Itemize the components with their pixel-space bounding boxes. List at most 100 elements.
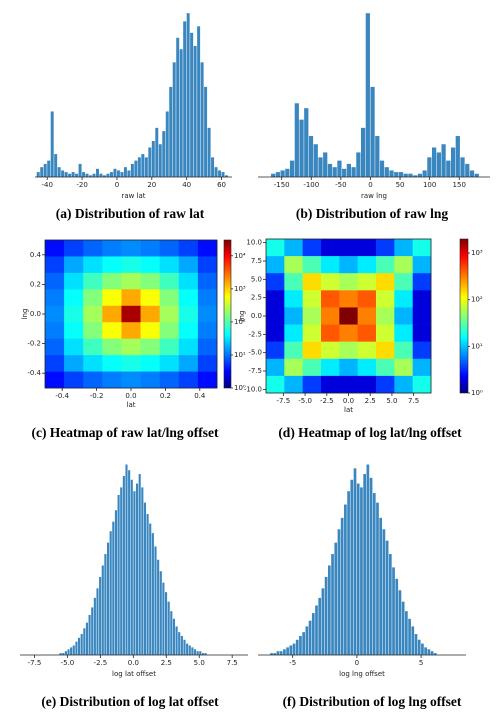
bar: [385, 540, 389, 655]
bar: [392, 567, 395, 655]
bar: [82, 172, 86, 177]
bar: [67, 649, 70, 655]
bar: [204, 653, 207, 655]
bar: [308, 620, 312, 655]
bar: [280, 170, 285, 177]
heat-cell: [64, 322, 84, 339]
bar: [59, 653, 62, 655]
heat-cell: [284, 307, 303, 325]
bar: [99, 576, 102, 655]
heat-cell: [102, 355, 122, 372]
y-tick-label: -2.5: [248, 330, 262, 338]
bar: [465, 163, 470, 177]
heat-cell: [394, 375, 413, 394]
y-tick-label: 0.0: [251, 312, 262, 320]
bar: [179, 49, 183, 177]
bar: [327, 163, 333, 177]
x-tick-label: 0.2: [160, 392, 171, 400]
bar: [186, 643, 189, 655]
bar: [165, 111, 169, 177]
bar: [286, 647, 289, 655]
bar: [474, 173, 479, 177]
heat-cell: [178, 240, 199, 257]
heat-cell: [140, 338, 160, 356]
heat-cell: [121, 322, 141, 339]
heat-cell: [83, 322, 103, 339]
heat-cell: [140, 322, 160, 339]
y-tick-label: 7.5: [251, 257, 262, 265]
heat-cell: [197, 256, 218, 274]
heat-cell: [412, 341, 432, 360]
bar: [460, 157, 465, 177]
heat-cell: [159, 305, 180, 323]
heat-cell: [83, 289, 103, 307]
heat-cell: [321, 358, 340, 377]
heat-cell: [302, 256, 322, 274]
heat-cell: [64, 355, 84, 372]
bar: [128, 470, 131, 655]
bar: [162, 131, 166, 177]
heat-cell: [266, 375, 285, 394]
bar: [193, 649, 197, 655]
heat-cell: [412, 307, 432, 325]
y-tick-label: -10.0: [244, 385, 262, 393]
bar: [375, 136, 380, 177]
bar: [363, 474, 366, 655]
colorbar-tick-label: 10²: [471, 296, 483, 304]
heat-cell: [357, 358, 377, 377]
bar: [356, 483, 360, 655]
bar: [130, 163, 134, 177]
bar: [414, 634, 418, 655]
bar: [408, 618, 411, 655]
bar: [204, 86, 208, 177]
heat-cell: [339, 256, 358, 274]
bar: [382, 529, 386, 655]
x-tick-label: 5.0: [386, 397, 397, 405]
heat-cell: [159, 240, 180, 257]
bar: [78, 163, 82, 177]
heat-cell: [321, 256, 340, 274]
bar: [183, 639, 186, 655]
bar: [318, 157, 323, 177]
bar: [347, 491, 350, 655]
bar: [190, 32, 194, 177]
bar: [315, 605, 318, 655]
heat-cell: [412, 256, 432, 274]
bar: [57, 167, 61, 177]
colorbar: [223, 239, 232, 389]
bar: [311, 613, 315, 655]
heat-cell: [357, 375, 377, 394]
bar: [96, 588, 99, 655]
bar: [125, 464, 128, 655]
bar: [351, 167, 356, 177]
heat-cell: [159, 256, 180, 274]
bar: [134, 160, 138, 177]
heat-cell: [302, 273, 322, 291]
x-tick-label: 40: [182, 181, 191, 189]
bar: [196, 651, 199, 655]
bar: [398, 172, 404, 177]
heat-cell: [321, 273, 340, 291]
heat-cell: [357, 341, 377, 360]
x-tick-label: 20: [147, 181, 156, 189]
bar: [75, 641, 78, 655]
heat-cell: [266, 239, 285, 257]
bar: [47, 160, 51, 177]
heat-cell: [140, 256, 160, 274]
caption: (d) Heatmap of log lat/lng offset: [278, 425, 462, 440]
bar: [327, 565, 331, 655]
heat-cell: [45, 322, 65, 339]
bar: [344, 504, 347, 655]
heat-cell: [394, 341, 413, 360]
heat-cell: [394, 307, 413, 325]
bar: [50, 111, 54, 177]
bar: [207, 127, 211, 177]
heat-cell: [140, 371, 160, 389]
bar: [123, 167, 127, 177]
heat-cell: [266, 273, 285, 291]
bar: [158, 144, 162, 177]
heat-cell: [357, 273, 377, 291]
bar: [360, 487, 363, 655]
heat-cell: [102, 272, 122, 290]
heat-cell: [302, 375, 322, 394]
